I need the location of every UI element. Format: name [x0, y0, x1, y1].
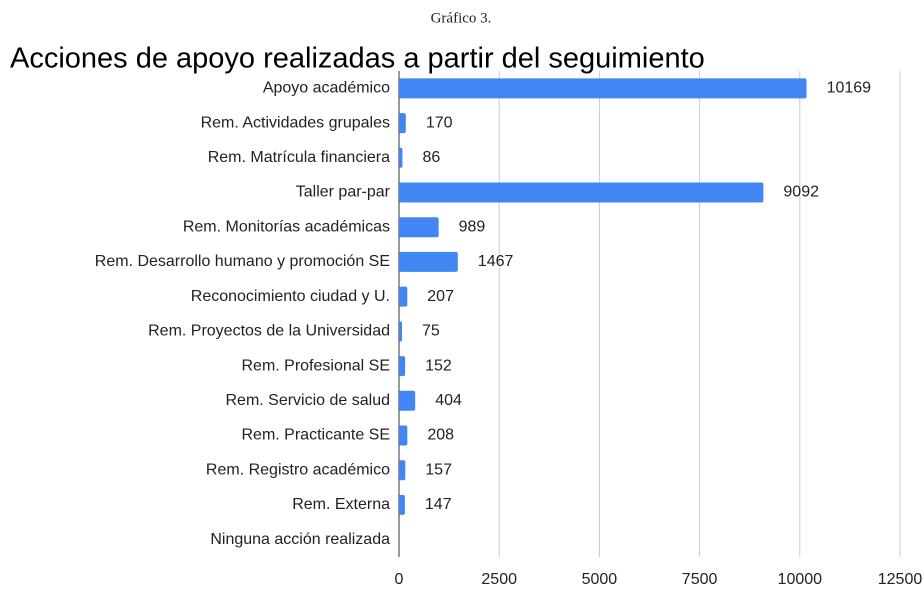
bar	[399, 251, 458, 272]
bar	[399, 494, 405, 515]
y-tick-label: Rem. Actividades grupales	[201, 114, 390, 131]
bar	[399, 390, 416, 411]
data-label: 207	[427, 288, 454, 305]
bar	[399, 78, 807, 99]
bar	[399, 217, 439, 238]
bar	[399, 356, 406, 377]
y-tick-label: Rem. Registro académico	[206, 461, 390, 478]
data-label: 989	[459, 218, 486, 235]
y-tick-label: Taller par-par	[296, 184, 391, 201]
y-tick-label: Reconocimiento ciudad y U.	[191, 288, 390, 305]
x-tick-label: 0	[395, 571, 404, 588]
data-label: 86	[422, 149, 440, 166]
data-label: 9092	[783, 184, 819, 201]
data-label: 10169	[827, 80, 872, 97]
bar	[399, 147, 403, 168]
data-label: 157	[425, 461, 452, 478]
x-tick-label: 5000	[582, 571, 618, 588]
bar	[399, 286, 408, 307]
x-tick-label: 12500	[878, 571, 922, 588]
x-tick-label: 2500	[481, 571, 517, 588]
chart-title: Acciones de apoyo realizadas a partir de…	[10, 43, 705, 75]
x-tick-label: 7500	[682, 571, 718, 588]
chart-caption: Gráfico 3.	[431, 10, 492, 26]
data-label: 404	[435, 392, 462, 409]
data-label: 1467	[478, 253, 514, 270]
y-tick-label: Rem. Proyectos de la Universidad	[148, 323, 390, 340]
data-label: 170	[426, 114, 453, 131]
bar	[399, 425, 408, 446]
y-tick-label: Rem. Externa	[292, 496, 390, 513]
data-label: 147	[425, 496, 452, 513]
bar	[399, 113, 406, 134]
y-tick-label: Ninguna acción realizada	[210, 531, 390, 548]
data-label: 75	[422, 323, 440, 340]
data-label: 152	[425, 357, 452, 374]
y-tick-label: Rem. Monitorías académicas	[183, 218, 390, 235]
bar	[399, 460, 406, 481]
y-tick-label: Rem. Servicio de salud	[225, 392, 390, 409]
y-tick-label: Rem. Matrícula financiera	[208, 149, 390, 166]
y-tick-label: Rem. Practicante SE	[242, 427, 391, 444]
y-tick-label: Apoyo académico	[263, 80, 390, 97]
y-tick-label: Rem. Profesional SE	[241, 357, 390, 374]
data-label: 208	[427, 427, 454, 444]
x-tick-label: 10000	[778, 571, 823, 588]
y-tick-label: Rem. Desarrollo humano y promoción SE	[95, 253, 390, 270]
bar	[399, 182, 764, 203]
bar	[399, 321, 403, 342]
